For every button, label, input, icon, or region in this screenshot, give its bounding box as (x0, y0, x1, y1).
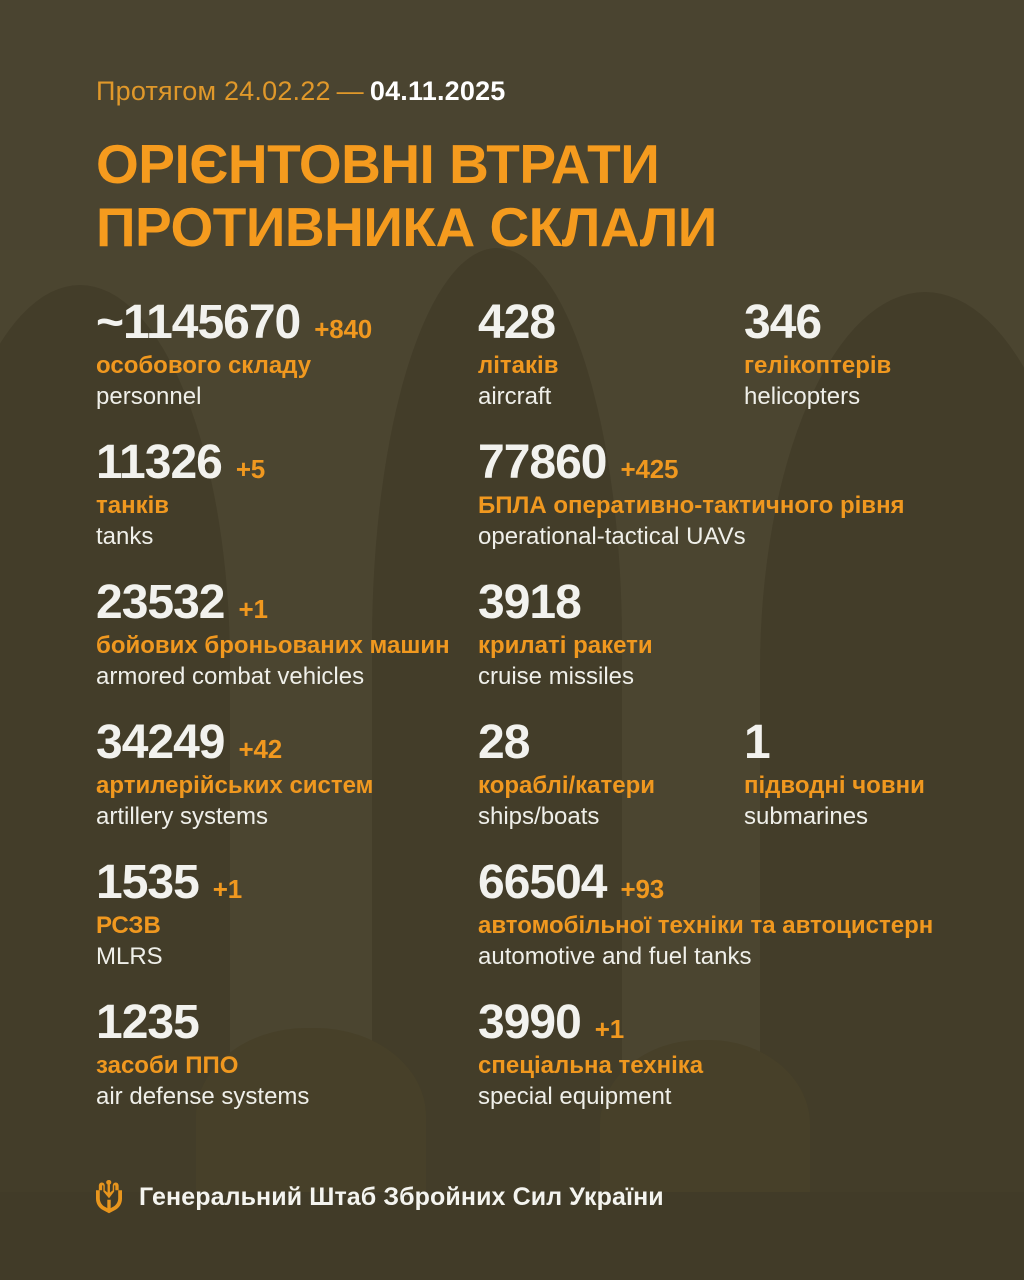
stat-delta: +1 (212, 874, 243, 905)
stat-label-en: automotive and fuel tanks (478, 943, 752, 971)
stat-armored-combat-vehicles: 23532 +1 бойових броньованих машин armor… (96, 578, 450, 692)
stat-value-line: ~1145670 +840 (96, 298, 372, 348)
stat-value: 77860 (478, 436, 607, 490)
stat-helicopters: 346 гелікоптерів helicopters (744, 298, 891, 412)
stat-label-ua: бойових броньованих машин (96, 632, 450, 660)
stat-value-line: 77860 +425 (478, 438, 905, 488)
stat-special-equipment: 3990 +1 спеціальна техніка special equip… (478, 998, 703, 1112)
stat-label-ua: гелікоптерів (744, 352, 892, 380)
stat-delta: +1 (594, 1014, 625, 1045)
stat-ships-boats: 28 кораблі/катери ships/boats (478, 718, 655, 832)
stat-value: 1235 (96, 996, 200, 1050)
stat-uavs: 77860 +425 БПЛА оперативно-тактичного рі… (478, 438, 905, 552)
stat-label-en: artillery systems (96, 803, 269, 831)
stat-label-en: operational-tactical UAVs (478, 523, 746, 551)
stat-label-ua: особового складу (96, 352, 312, 380)
stat-delta: +5 (235, 454, 266, 485)
period-end-date: 04.11.2025 (369, 76, 506, 106)
stat-value: 1535 (96, 856, 200, 910)
stat-label-en: personnel (96, 383, 202, 411)
stat-delta: +42 (238, 734, 282, 765)
stat-artillery-systems: 34249 +42 артилерійських систем artiller… (96, 718, 373, 832)
stat-value: 428 (478, 296, 556, 350)
stat-label-en: armored combat vehicles (96, 663, 365, 691)
stat-label-ua: підводні човни (744, 772, 925, 800)
stat-label-en: helicopters (744, 383, 861, 411)
page-title-line-2: ПРОТИВНИКА СКЛАЛИ (96, 195, 717, 258)
stat-cruise-missiles: 3918 крилаті ракети cruise missiles (478, 578, 653, 692)
footer: Генеральний Штаб Збройних Сил України (96, 1180, 664, 1214)
footer-organization: Генеральний Штаб Збройних Сил України (139, 1182, 664, 1211)
losses-row: 11326 +5 танків tanks 77860 +425 БПЛА оп… (96, 438, 966, 578)
stat-delta: +425 (620, 454, 679, 485)
stat-value-line: 66504 +93 (478, 858, 933, 908)
stat-aircraft: 428 літаків aircraft (478, 298, 569, 412)
period-line: Протягом 24.02.22—04.11.2025 (96, 0, 1024, 107)
stat-label-ua: крилаті ракети (478, 632, 653, 660)
stat-label-ua: літаків (478, 352, 559, 380)
stat-value-line: 34249 +42 (96, 718, 373, 768)
period-start: Протягом 24.02.22 (96, 76, 331, 106)
stat-label-ua: спеціальна техніка (478, 1052, 704, 1080)
page-title-line-1: ОРІЄНТОВНІ ВТРАТИ (96, 133, 660, 195)
losses-row: ~1145670 +840 особового складу personnel… (96, 298, 966, 438)
losses-row: 34249 +42 артилерійських систем artiller… (96, 718, 966, 858)
stat-value-line: 1 (744, 718, 925, 768)
stat-value-line: 3918 (478, 578, 653, 628)
stat-label-en: aircraft (478, 383, 552, 411)
stat-mlrs: 1535 +1 РСЗВ MLRS (96, 858, 242, 972)
stat-value: 3918 (478, 576, 582, 630)
losses-grid: ~1145670 +840 особового складу personnel… (96, 298, 966, 1138)
stat-label-en: submarines (744, 803, 869, 831)
stat-personnel: ~1145670 +840 особового складу personnel (96, 298, 372, 412)
stat-label-ua: кораблі/катери (478, 772, 656, 800)
stat-label-en: tanks (96, 523, 154, 551)
stat-label-en: special equipment (478, 1083, 672, 1111)
stat-label-ua: РСЗВ (96, 912, 161, 940)
stat-label-ua: танків (96, 492, 170, 520)
stat-value: 23532 (96, 576, 225, 630)
stat-value: 1 (744, 716, 771, 770)
stat-air-defense-systems: 1235 засоби ППО air defense systems (96, 998, 309, 1112)
stat-label-en: ships/boats (478, 803, 600, 831)
stat-delta: +840 (314, 314, 373, 345)
stat-label-ua: автомобільної техніки та автоцистерн (478, 912, 934, 940)
page-title: ОРІЄНТОВНІ ВТРАТИ ПРОТИВНИКА СКЛАЛИ (96, 133, 1024, 258)
stat-label-ua: засоби ППО (96, 1052, 239, 1080)
stat-value-line: 28 (478, 718, 655, 768)
stat-tanks: 11326 +5 танків tanks (96, 438, 265, 552)
stat-value: 11326 (96, 436, 223, 490)
stat-value: 346 (744, 296, 822, 350)
stat-label-en: MLRS (96, 943, 163, 971)
stat-automotive-fuel-tanks: 66504 +93 автомобільної техніки та автоц… (478, 858, 933, 972)
stat-value: 34249 (96, 716, 225, 770)
stat-value-line: 11326 +5 (96, 438, 265, 488)
stat-delta: +93 (620, 874, 664, 905)
stat-value: 28 (478, 716, 530, 770)
stat-value-line: 428 (478, 298, 569, 348)
stat-value: 66504 (478, 856, 607, 910)
stat-label-en: cruise missiles (478, 663, 635, 691)
losses-row: 1235 засоби ППО air defense systems 3990… (96, 998, 966, 1138)
stat-submarines: 1 підводні човни submarines (744, 718, 925, 832)
stat-label-ua: БПЛА оперативно-тактичного рівня (478, 492, 905, 520)
stat-value-line: 1235 (96, 998, 309, 1048)
stat-value-line: 346 (744, 298, 891, 348)
ukrainian-trident-icon (96, 1180, 122, 1214)
stat-value-line: 23532 +1 (96, 578, 450, 628)
period-dash: — (336, 76, 364, 106)
losses-row: 1535 +1 РСЗВ MLRS 66504 +93 автомобільно… (96, 858, 966, 998)
stat-label-en: air defense systems (96, 1083, 310, 1111)
stat-delta: +1 (238, 594, 268, 625)
stat-value-line: 1535 +1 (96, 858, 242, 908)
stat-label-ua: артилерійських систем (96, 772, 374, 800)
losses-row: 23532 +1 бойових броньованих машин armor… (96, 578, 966, 718)
stat-value-line: 3990 +1 (478, 998, 703, 1048)
stat-value: 3990 (478, 996, 582, 1050)
stat-value: ~1145670 (96, 296, 301, 350)
